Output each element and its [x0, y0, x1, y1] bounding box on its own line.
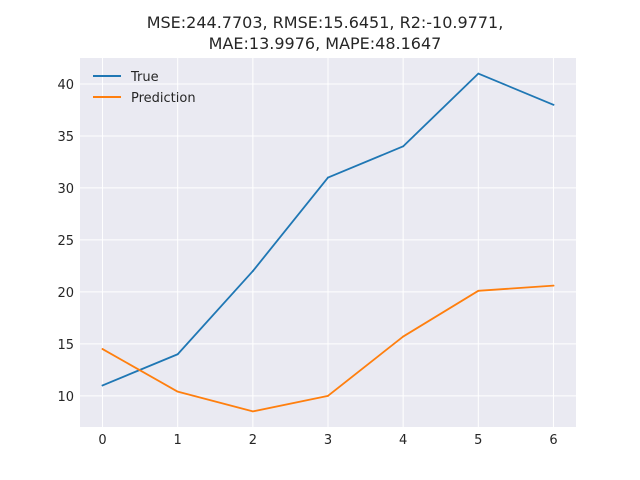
y-tick-label: 15 — [57, 338, 74, 353]
data-point-prediction — [327, 394, 329, 397]
data-point-prediction — [101, 348, 104, 350]
y-tick-label: 10 — [57, 390, 74, 405]
x-tick-label: 2 — [249, 433, 257, 448]
y-tick-label: 20 — [57, 286, 74, 301]
data-point-true — [552, 103, 555, 106]
data-point-prediction — [176, 390, 179, 393]
y-tick-label: 35 — [57, 130, 74, 145]
y-tick-labels: 10 15 20 25 30 35 40 — [57, 78, 74, 405]
data-point-prediction — [251, 410, 254, 413]
legend: True Prediction — [93, 70, 196, 106]
data-point-prediction — [552, 284, 555, 287]
series-layer — [101, 72, 555, 413]
x-tick-label: 6 — [549, 433, 557, 448]
data-point-prediction — [477, 289, 480, 292]
data-point-true — [477, 72, 480, 75]
data-point-true — [176, 353, 179, 356]
x-tick-labels: 0 1 2 3 4 5 6 — [98, 433, 557, 448]
data-point-prediction — [402, 335, 405, 338]
x-tick-label: 0 — [98, 433, 106, 448]
x-tick-label: 5 — [474, 433, 482, 448]
data-point-true — [402, 145, 405, 148]
x-tick-label: 1 — [174, 433, 182, 448]
y-tick-label: 30 — [57, 182, 74, 197]
data-point-true — [251, 270, 254, 272]
y-tick-label: 40 — [57, 78, 74, 93]
legend-label-prediction: Prediction — [131, 91, 196, 106]
x-tick-label: 4 — [399, 433, 407, 448]
data-point-true — [101, 384, 104, 387]
y-tick-label: 25 — [57, 234, 74, 249]
legend-label-true: True — [130, 70, 159, 85]
chart-title-line-1: MSE:244.7703, RMSE:15.6451, R2:-10.9771, — [147, 13, 504, 32]
x-tick-label: 3 — [324, 433, 332, 448]
chart-title-line-2: MAE:13.9976, MAPE:48.1647 — [209, 34, 442, 53]
data-point-true — [327, 176, 329, 179]
